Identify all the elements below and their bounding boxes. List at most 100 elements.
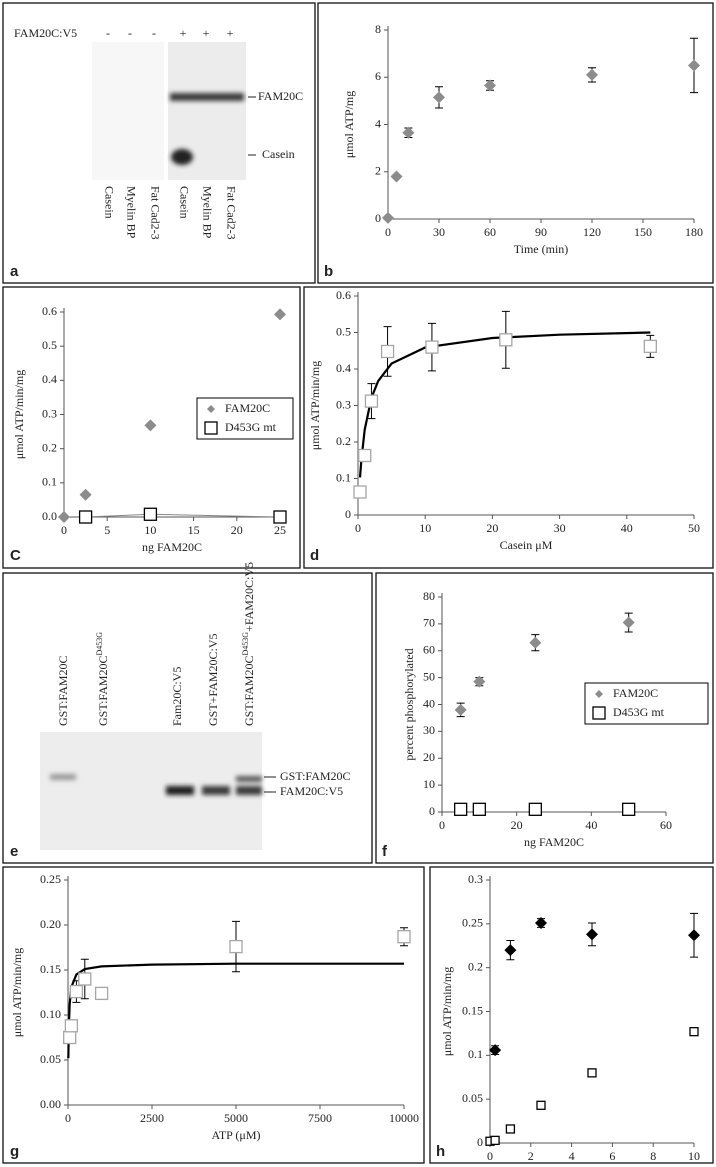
marker [592, 706, 606, 720]
lane-label: Casein [102, 186, 116, 219]
lane-label: Fam20C:V5 [170, 667, 184, 726]
x-tick-label: 20 [231, 523, 243, 537]
marker [402, 126, 415, 139]
marker [64, 1019, 79, 1033]
lane-label-text: Fam20C:V5 [170, 667, 184, 726]
x-tick-label: 40 [585, 818, 597, 832]
lane-sign: - [128, 26, 132, 40]
band-label: FAM20C [258, 89, 303, 103]
lane-label: GST:FAM20C [56, 655, 70, 726]
x-axis-label: ATP (μM) [212, 1128, 261, 1142]
marker [622, 616, 635, 629]
legend-label: FAM20C [613, 686, 658, 700]
x-tick-label: 5 [104, 523, 110, 537]
marker [529, 636, 542, 649]
panel-letter: h [436, 1143, 445, 1160]
x-tick-label: 60 [484, 225, 496, 239]
lane-label-sup: D453G [95, 632, 104, 656]
legend-label: D453G mt [225, 420, 277, 434]
x-tick-label: 0 [61, 523, 67, 537]
marker [489, 1044, 502, 1057]
marker [79, 488, 92, 501]
panel-letter: b [324, 263, 333, 280]
gel-image [92, 42, 164, 180]
marker [229, 939, 243, 954]
y-tick-label: 0.1 [468, 1047, 483, 1061]
x-axis-label: Casein μM [500, 538, 553, 552]
y-tick-label: 0.3 [336, 397, 351, 411]
y-tick-label: 0.15 [40, 962, 61, 976]
x-tick-label: 150 [634, 225, 652, 239]
y-axis-label: μmol ATP/min/mg [440, 967, 454, 1056]
marker [688, 929, 700, 942]
y-tick-label: 70 [423, 616, 435, 630]
x-tick-label: 20 [511, 818, 523, 832]
lane-label-text: GST:FAM20C [242, 655, 256, 726]
marker [484, 79, 496, 92]
x-tick-label: 7500 [308, 1111, 332, 1125]
x-tick-label: 10 [144, 523, 156, 537]
x-tick-label: 30 [554, 521, 566, 535]
marker [364, 394, 379, 408]
x-tick-label: 20 [486, 521, 498, 535]
marker [397, 930, 411, 944]
y-tick-label: 0.15 [462, 1003, 483, 1017]
lane-label: Fat Cad2-3 [148, 186, 162, 240]
marker [425, 340, 439, 354]
panel-letter: f [382, 843, 388, 860]
panel-letter: g [10, 1143, 19, 1160]
y-tick-label: 0.3 [468, 872, 483, 886]
x-tick-label: 15 [188, 523, 200, 537]
x-axis-label: Mn⁺⁺ (◆) or Mg⁺⁺ (□) [mM] [520, 1166, 664, 1167]
y-tick-label: 0.05 [462, 1091, 483, 1105]
x-tick-label: 50 [688, 521, 700, 535]
x-tick-label: 8 [650, 1149, 656, 1163]
marker [473, 675, 486, 688]
y-tick-label: 2 [375, 164, 381, 178]
lane-label: GST:FAM20CD453G+FAM20C:V5 [241, 562, 256, 726]
marker [433, 91, 445, 104]
x-tick-label: 30 [433, 225, 445, 239]
x-tick-label: 120 [583, 225, 601, 239]
marker [143, 507, 158, 521]
x-axis-label: Time (min) [514, 242, 569, 256]
y-tick-label: 4 [375, 116, 381, 130]
lane-label-text: GST:FAM20C [56, 655, 70, 726]
y-tick-label: 30 [423, 723, 435, 737]
y-tick-label: 10 [423, 777, 435, 791]
x-tick-label: 0 [487, 1149, 493, 1163]
y-tick-label: 0.3 [42, 406, 57, 420]
x-tick-label: 0 [65, 1111, 71, 1125]
marker [94, 986, 109, 1001]
panel-frame [2, 866, 425, 1164]
marker [274, 308, 286, 321]
x-tick-label: 90 [535, 225, 547, 239]
y-tick-label: 0.2 [468, 959, 483, 973]
x-tick-label: 0 [385, 225, 391, 239]
x-tick-label: 4 [569, 1149, 575, 1163]
marker [586, 928, 598, 941]
marker [58, 511, 70, 523]
x-tick-label: 10 [688, 1149, 700, 1163]
lane-label: Casein [177, 186, 191, 219]
marker [390, 170, 403, 183]
y-tick-label: 0.6 [336, 288, 351, 302]
x-tick-label: 10 [419, 521, 431, 535]
panel-frame [303, 286, 714, 569]
marker [454, 703, 467, 716]
marker [63, 1030, 77, 1045]
lane-label: Myelin BP [124, 186, 138, 239]
marker [535, 916, 547, 929]
y-tick-label: 80 [423, 589, 435, 603]
y-tick-label: 50 [423, 669, 435, 683]
y-tick-label: 0.6 [42, 304, 57, 318]
lane-label: Fat Cad2-3 [224, 186, 238, 240]
marker [144, 419, 157, 432]
y-tick-label: 0.2 [336, 434, 351, 448]
marker [595, 690, 603, 698]
y-axis-label: μmol ATP/mg [342, 91, 356, 158]
marker [490, 1135, 500, 1146]
y-tick-label: 0.25 [462, 916, 483, 930]
x-tick-label: 6 [609, 1149, 615, 1163]
y-tick-label: 0.0 [42, 509, 57, 523]
